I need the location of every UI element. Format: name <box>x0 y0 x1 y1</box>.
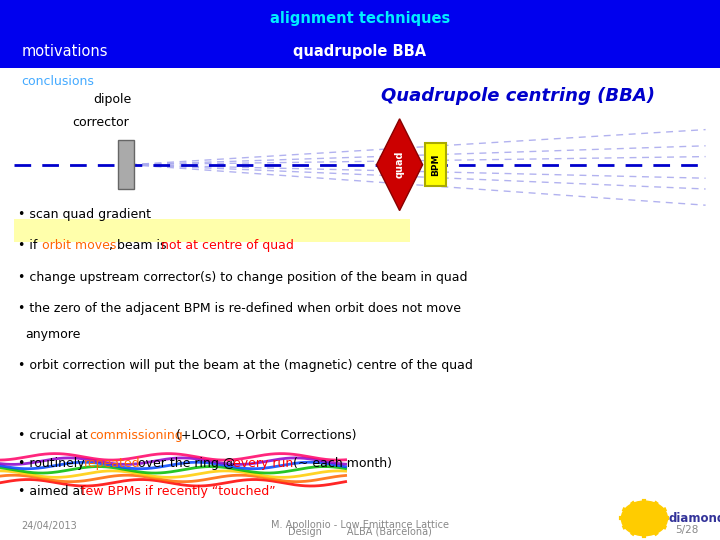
Text: • aimed at: • aimed at <box>18 485 89 498</box>
Text: , beam is: , beam is <box>109 239 170 252</box>
Text: diamond: diamond <box>668 512 720 525</box>
Text: (+LOCO, +Orbit Corrections): (+LOCO, +Orbit Corrections) <box>172 429 356 442</box>
Text: conclusions: conclusions <box>22 75 94 87</box>
Text: 5/28: 5/28 <box>675 525 698 535</box>
Text: orbit moves: orbit moves <box>42 239 117 252</box>
Text: every run: every run <box>233 457 294 470</box>
Text: • the zero of the adjacent BPM is re-defined when orbit does not move: • the zero of the adjacent BPM is re-def… <box>18 302 461 315</box>
Text: BPM: BPM <box>431 153 440 176</box>
Text: anymore: anymore <box>25 328 81 341</box>
Bar <box>118 140 134 189</box>
Text: • crucial at: • crucial at <box>18 429 91 442</box>
Text: quadrupole BBA: quadrupole BBA <box>294 44 426 59</box>
Text: Design        ALBA (Barcelona): Design ALBA (Barcelona) <box>288 528 432 537</box>
Bar <box>425 143 446 186</box>
Text: Quadrupole centring (BBA): Quadrupole centring (BBA) <box>382 87 655 105</box>
Text: alignment techniques: alignment techniques <box>270 11 450 26</box>
Text: M. Apollonio - Low Emittance Lattice: M. Apollonio - Low Emittance Lattice <box>271 520 449 530</box>
Text: dipole: dipole <box>94 93 132 106</box>
Text: • change upstream corrector(s) to change position of the beam in quad: • change upstream corrector(s) to change… <box>18 271 467 284</box>
Text: • if: • if <box>18 239 41 252</box>
Circle shape <box>621 501 667 536</box>
Text: • scan quad gradient: • scan quad gradient <box>18 208 151 221</box>
Text: corrector: corrector <box>72 116 129 129</box>
Text: • routinely: • routinely <box>18 457 89 470</box>
Text: 24/04/2013: 24/04/2013 <box>22 522 77 531</box>
Bar <box>14 219 410 242</box>
Text: few BPMs if recently “touched”: few BPMs if recently “touched” <box>81 485 275 498</box>
Text: motivations: motivations <box>22 44 108 59</box>
Text: • orbit correction will put the beam at the (magnetic) centre of the quad: • orbit correction will put the beam at … <box>18 359 473 372</box>
Text: repeated: repeated <box>84 457 141 470</box>
Text: quad: quad <box>395 151 405 178</box>
Polygon shape <box>377 119 423 211</box>
Bar <box>0 0 720 68</box>
Text: commissioning: commissioning <box>89 429 183 442</box>
Text: (~ each month): (~ each month) <box>289 457 392 470</box>
Text: not at centre of quad: not at centre of quad <box>161 239 294 252</box>
Text: over the ring @: over the ring @ <box>134 457 239 470</box>
